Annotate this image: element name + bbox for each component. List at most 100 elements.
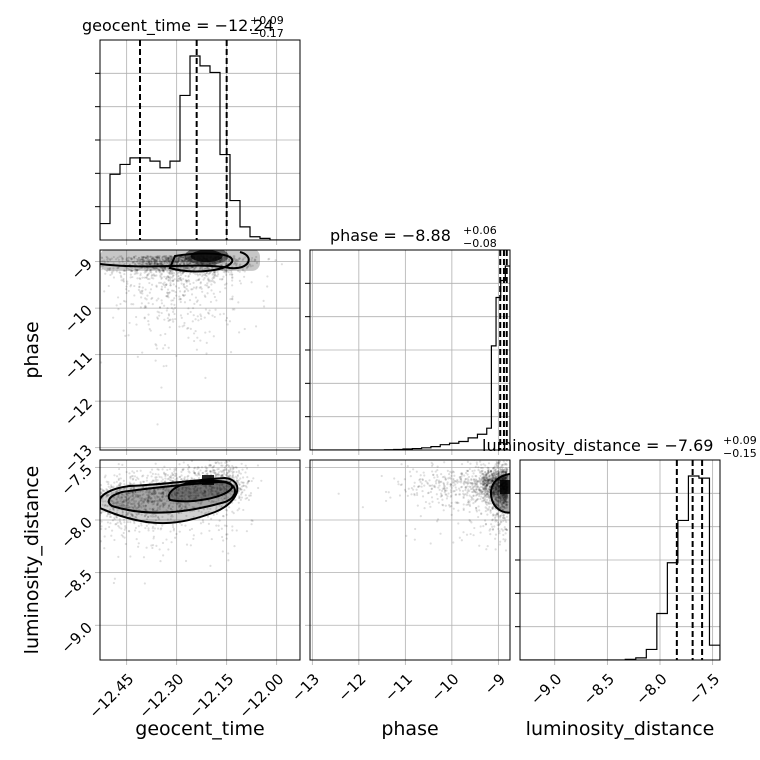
sample-point [504, 471, 508, 474]
sample-point [478, 509, 481, 512]
sample-point [147, 494, 150, 497]
sample-point [173, 261, 176, 264]
sample-point [421, 478, 424, 481]
sample-point [170, 299, 173, 302]
sample-point [501, 495, 504, 498]
sample-point [188, 466, 191, 469]
sample-point [474, 490, 477, 493]
sample-point [221, 469, 224, 472]
sample-point [225, 468, 228, 471]
sample-point [233, 259, 236, 262]
sample-point [503, 497, 506, 500]
sample-point [413, 492, 416, 496]
sample-point [149, 255, 153, 258]
sample-point [104, 504, 107, 507]
sample-point [476, 481, 479, 484]
sample-point [494, 537, 497, 540]
sample-point [193, 471, 197, 475]
sample-point [453, 479, 457, 483]
sample-point [457, 509, 460, 512]
sample-point [97, 502, 99, 504]
sample-point [133, 503, 136, 506]
sample-point [180, 478, 183, 481]
sample-point [497, 515, 500, 518]
sample-point [150, 297, 153, 300]
sample-point [503, 495, 507, 499]
sample-point [120, 502, 123, 505]
sample-point [170, 255, 173, 258]
sample-point [493, 474, 496, 477]
sample-point [137, 258, 140, 261]
sample-point [213, 273, 216, 277]
sample-point [447, 504, 451, 507]
sample-point [504, 500, 507, 503]
sample-point [450, 486, 453, 489]
sample-point [253, 258, 256, 261]
sample-point [491, 479, 494, 482]
sample-point [136, 495, 140, 498]
sample-point [498, 523, 501, 526]
sample-point [133, 475, 137, 478]
sample-point [125, 496, 128, 499]
sample-point [165, 256, 168, 259]
sample-point [129, 477, 132, 480]
sample-point [163, 255, 166, 259]
sample-point [151, 546, 154, 550]
sample-point [504, 470, 508, 474]
sample-point [94, 516, 96, 518]
sample-point [117, 501, 120, 504]
sample-point [133, 284, 136, 288]
sample-point [146, 500, 149, 503]
sample-point [489, 470, 493, 473]
sample-point [217, 492, 220, 495]
sample-point [126, 256, 129, 260]
sample-point [226, 471, 229, 475]
sample-point [182, 468, 185, 471]
sample-point [486, 471, 490, 474]
sample-point [209, 470, 212, 474]
sample-point [240, 462, 243, 465]
sample-point [460, 486, 463, 489]
sample-point [182, 263, 185, 266]
sample-point [131, 491, 134, 494]
sample-point [485, 485, 488, 488]
sample-point [154, 515, 157, 518]
sample-point [118, 517, 121, 521]
sample-point [489, 469, 493, 473]
sample-point [486, 484, 489, 487]
sample-point [172, 274, 175, 277]
sample-point [205, 469, 208, 472]
sample-point [119, 500, 122, 503]
sample-point [204, 376, 207, 379]
sample-point [494, 518, 497, 521]
sample-point [143, 498, 146, 501]
sample-point [472, 498, 475, 501]
sample-point [103, 535, 106, 538]
x-tick-label: −12.30 [135, 670, 187, 722]
sample-point [142, 480, 146, 483]
sample-point [100, 488, 104, 491]
sample-point [94, 491, 96, 493]
sample-point [150, 257, 153, 260]
sample-point [153, 259, 156, 262]
sample-point [172, 289, 175, 292]
sample-point [494, 485, 497, 488]
sample-point [143, 271, 146, 274]
sample-point [172, 299, 175, 302]
sample-point [486, 479, 489, 482]
sample-point [483, 495, 486, 498]
sample-point [108, 515, 112, 519]
sample-point [136, 272, 139, 275]
sample-point [245, 486, 248, 489]
sample-point [168, 291, 171, 294]
sample-point [493, 489, 496, 492]
sample-point [186, 475, 189, 478]
sample-point [384, 499, 388, 503]
sample-point [496, 466, 499, 470]
sample-point [186, 267, 189, 270]
sample-point [160, 386, 163, 389]
sample-point [122, 518, 126, 521]
sample-point [172, 320, 175, 323]
sample-point [500, 503, 504, 506]
sample-point [220, 474, 223, 477]
